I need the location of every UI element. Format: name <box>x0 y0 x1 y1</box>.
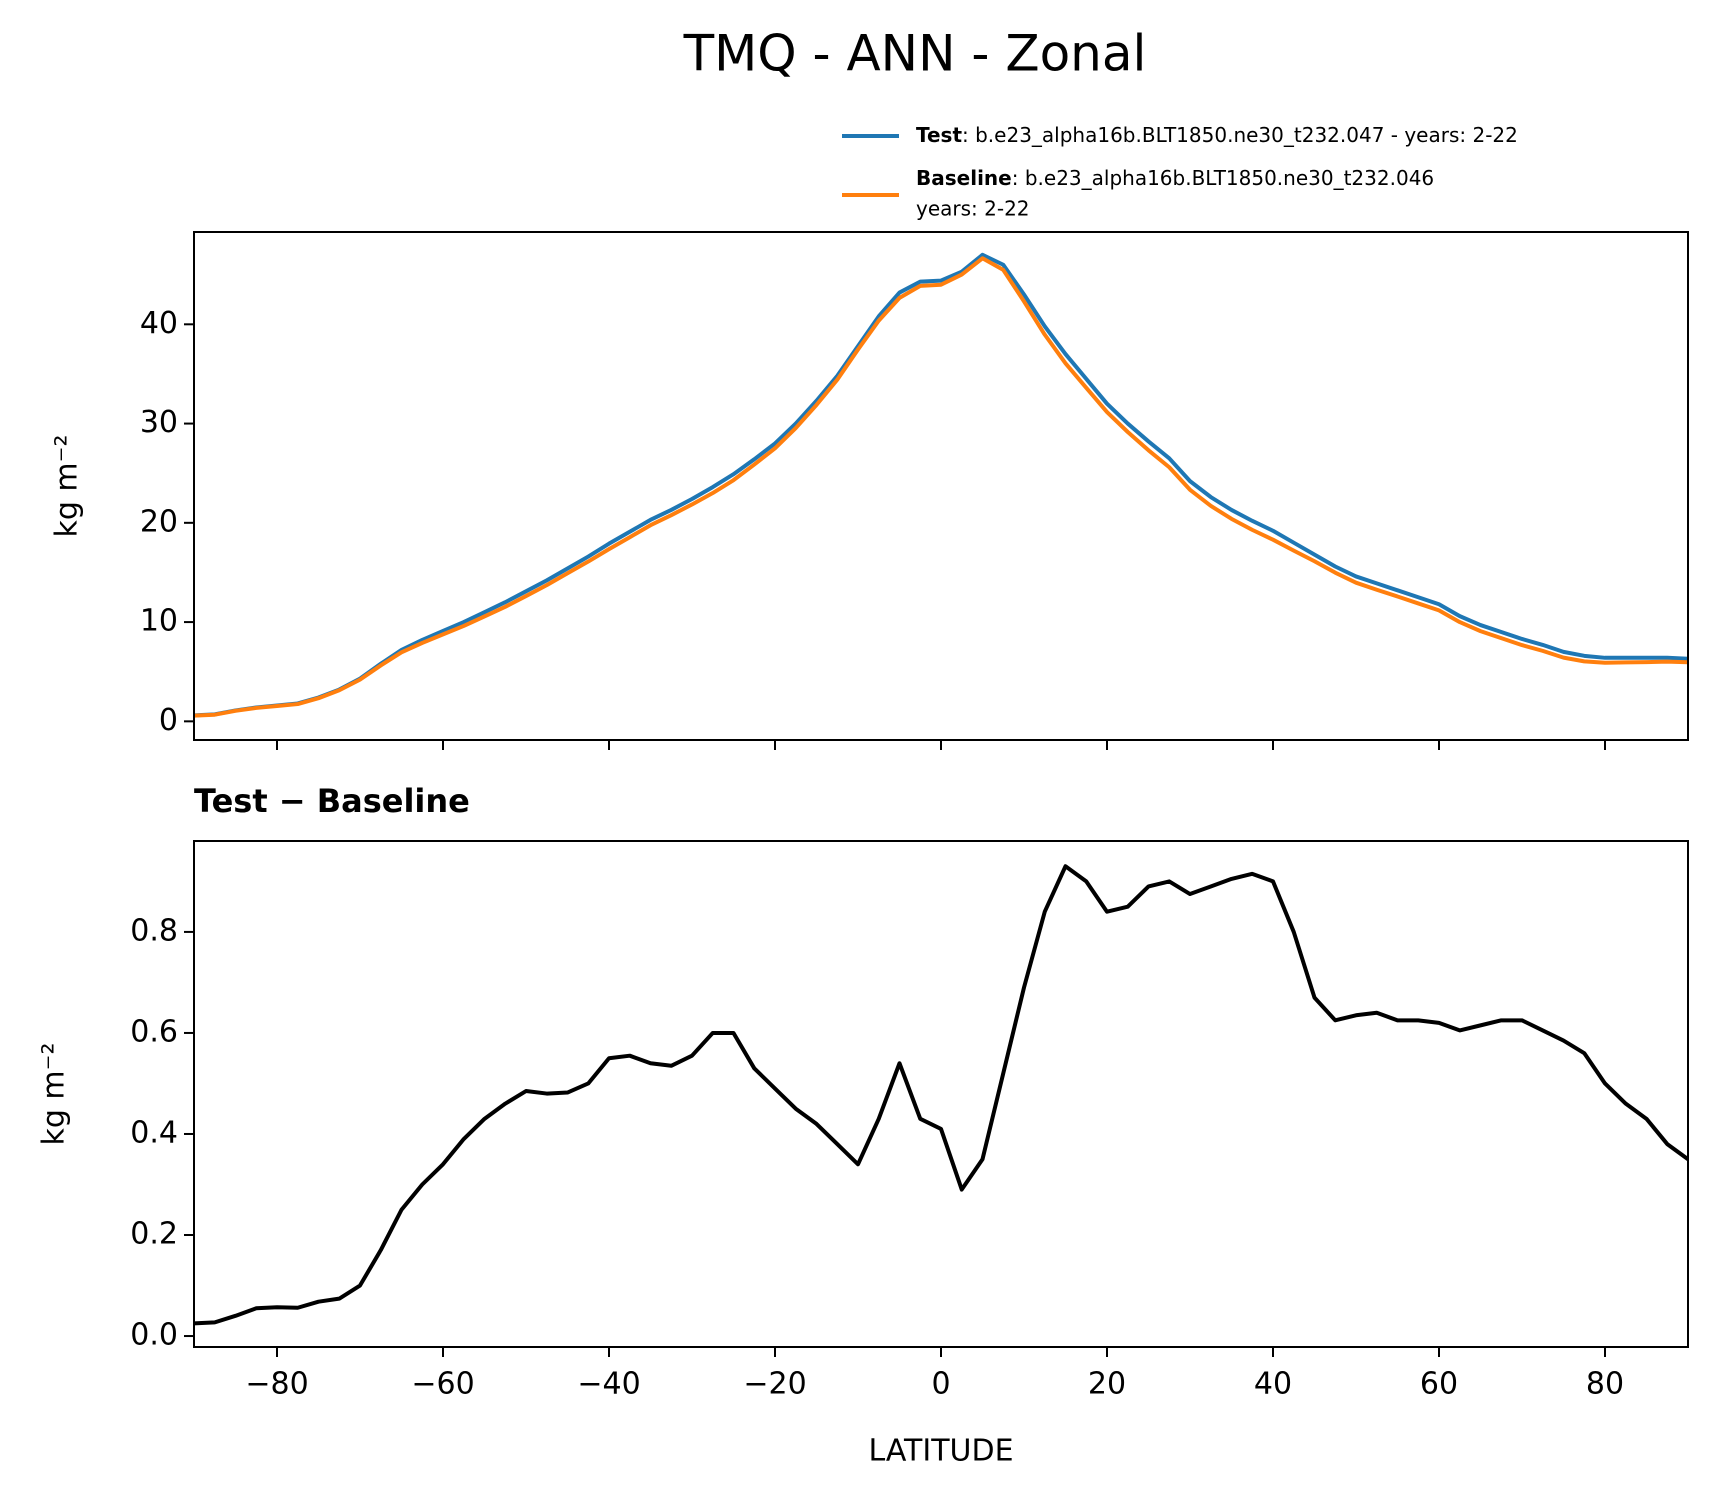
x-tick-label: −80 <box>245 1367 308 1402</box>
legend-label: Baseline: b.e23_alpha16b.BLT1850.ne30_t2… <box>916 166 1434 190</box>
x-tick-label: −20 <box>743 1367 806 1402</box>
x-tick-label: −60 <box>411 1367 474 1402</box>
legend-description: years: 2-22 <box>916 197 1030 221</box>
x-axis-label: LATITUDE <box>868 1434 1013 1469</box>
x-tick-label: −40 <box>577 1367 640 1402</box>
x-tick-label: 40 <box>1254 1367 1292 1402</box>
subplot-title: Test − Baseline <box>194 782 470 820</box>
y-tick-label: 0.6 <box>130 1014 178 1049</box>
series-line <box>194 252 1688 718</box>
axes-frame <box>193 840 1689 1348</box>
legend-name: Test <box>916 123 962 147</box>
y-tick-label: 0.2 <box>130 1217 178 1252</box>
y-tick-label: 0.4 <box>130 1115 178 1150</box>
y-tick-label: 30 <box>140 405 178 440</box>
y-axis-label: kg m⁻² <box>37 1042 72 1145</box>
axes-frame <box>193 231 1689 741</box>
legend-description: : b.e23_alpha16b.BLT1850.ne30_t232.047 -… <box>962 123 1518 147</box>
chart-title: TMQ - ANN - Zonal <box>683 25 1147 83</box>
y-tick-label: 20 <box>140 504 178 539</box>
y-tick-label: 10 <box>140 604 178 639</box>
legend-description: : b.e23_alpha16b.BLT1850.ne30_t232.046 <box>1012 166 1434 190</box>
y-tick-label: 0 <box>159 703 178 738</box>
y-tick-label: 40 <box>140 306 178 341</box>
x-tick-label: 20 <box>1088 1367 1126 1402</box>
y-tick-label: 0.8 <box>130 913 178 948</box>
x-tick-label: 80 <box>1586 1367 1624 1402</box>
legend-name: Baseline <box>916 166 1012 190</box>
x-tick-label: 60 <box>1420 1367 1458 1402</box>
series-line <box>194 864 1688 1326</box>
series-line <box>194 256 1688 718</box>
y-axis-label: kg m⁻² <box>50 434 85 537</box>
x-tick-label: 0 <box>931 1367 950 1402</box>
y-tick-label: 0.0 <box>130 1318 178 1353</box>
legend-label: Test: b.e23_alpha16b.BLT1850.ne30_t232.0… <box>916 123 1518 147</box>
